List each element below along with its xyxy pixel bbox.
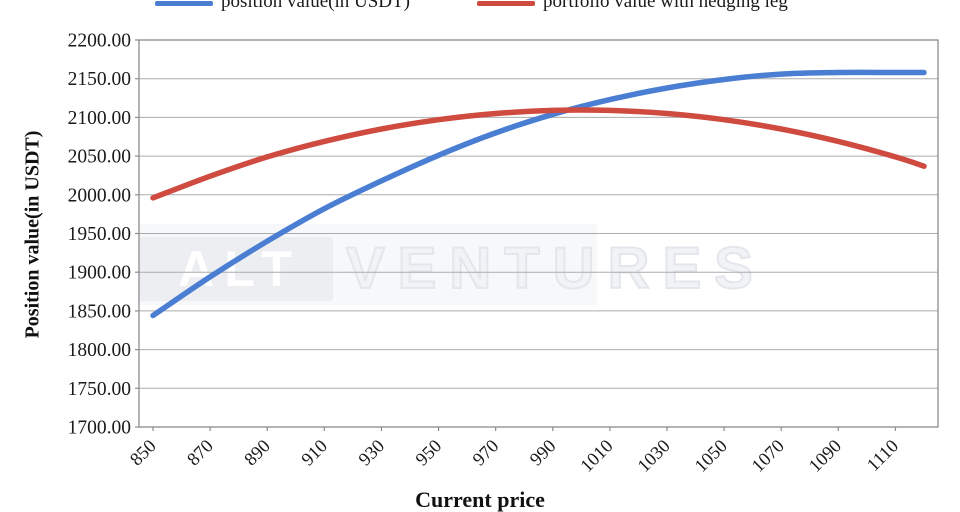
- y-tick-label: 2150.00: [68, 69, 131, 90]
- y-tick-label: 1950.00: [68, 224, 131, 245]
- watermark-outline-text: VENTURES: [345, 236, 766, 301]
- y-axis-title: Position value(in USDT): [21, 130, 44, 339]
- x-tick-label: 1050: [691, 436, 731, 476]
- plot-border: [138, 39, 939, 428]
- x-tick-label: 970: [469, 436, 503, 470]
- x-tick-label: 1070: [748, 436, 788, 476]
- legend-item-position-value: position value(in USDT): [155, 0, 455, 18]
- x-tick-label: 930: [355, 436, 389, 470]
- y-tick-label: 1750.00: [68, 379, 131, 400]
- x-tick-label: 1030: [634, 436, 674, 476]
- x-tick-label: 890: [241, 436, 275, 470]
- y-tick-label: 1800.00: [68, 340, 131, 361]
- y-tick-label: 2000.00: [68, 185, 131, 206]
- x-tick-label: 1010: [577, 436, 617, 476]
- legend-line-swatch-blue: [155, 1, 213, 6]
- y-tick-label: 1850.00: [68, 301, 131, 322]
- x-tick-label: 850: [127, 436, 161, 470]
- x-tick-label: 950: [412, 436, 446, 470]
- x-axis-title: Current price: [415, 487, 545, 512]
- x-tick-label: 990: [527, 436, 561, 470]
- y-tick-label: 1900.00: [68, 263, 131, 284]
- x-tick-label: 1090: [806, 436, 846, 476]
- series-line-0: [150, 69, 927, 319]
- legend-line-swatch-red: [477, 1, 535, 6]
- watermark-badge: ALT: [139, 237, 333, 301]
- x-tick-label: 910: [298, 436, 332, 470]
- y-tick-label: 2050.00: [68, 147, 131, 168]
- legend-label: position value(in USDT): [221, 0, 410, 12]
- x-tick-label: 1110: [864, 436, 903, 475]
- y-tick-label: 2100.00: [68, 108, 131, 129]
- legend-label: portfolio value with hedging leg: [543, 0, 788, 12]
- y-tick-label: 1700.00: [68, 418, 131, 439]
- series-line-1: [150, 107, 927, 201]
- legend-item-portfolio-value: portfolio value with hedging leg: [477, 0, 857, 18]
- y-tick-label: 2200.00: [68, 31, 131, 52]
- x-tick-label: 870: [184, 436, 218, 470]
